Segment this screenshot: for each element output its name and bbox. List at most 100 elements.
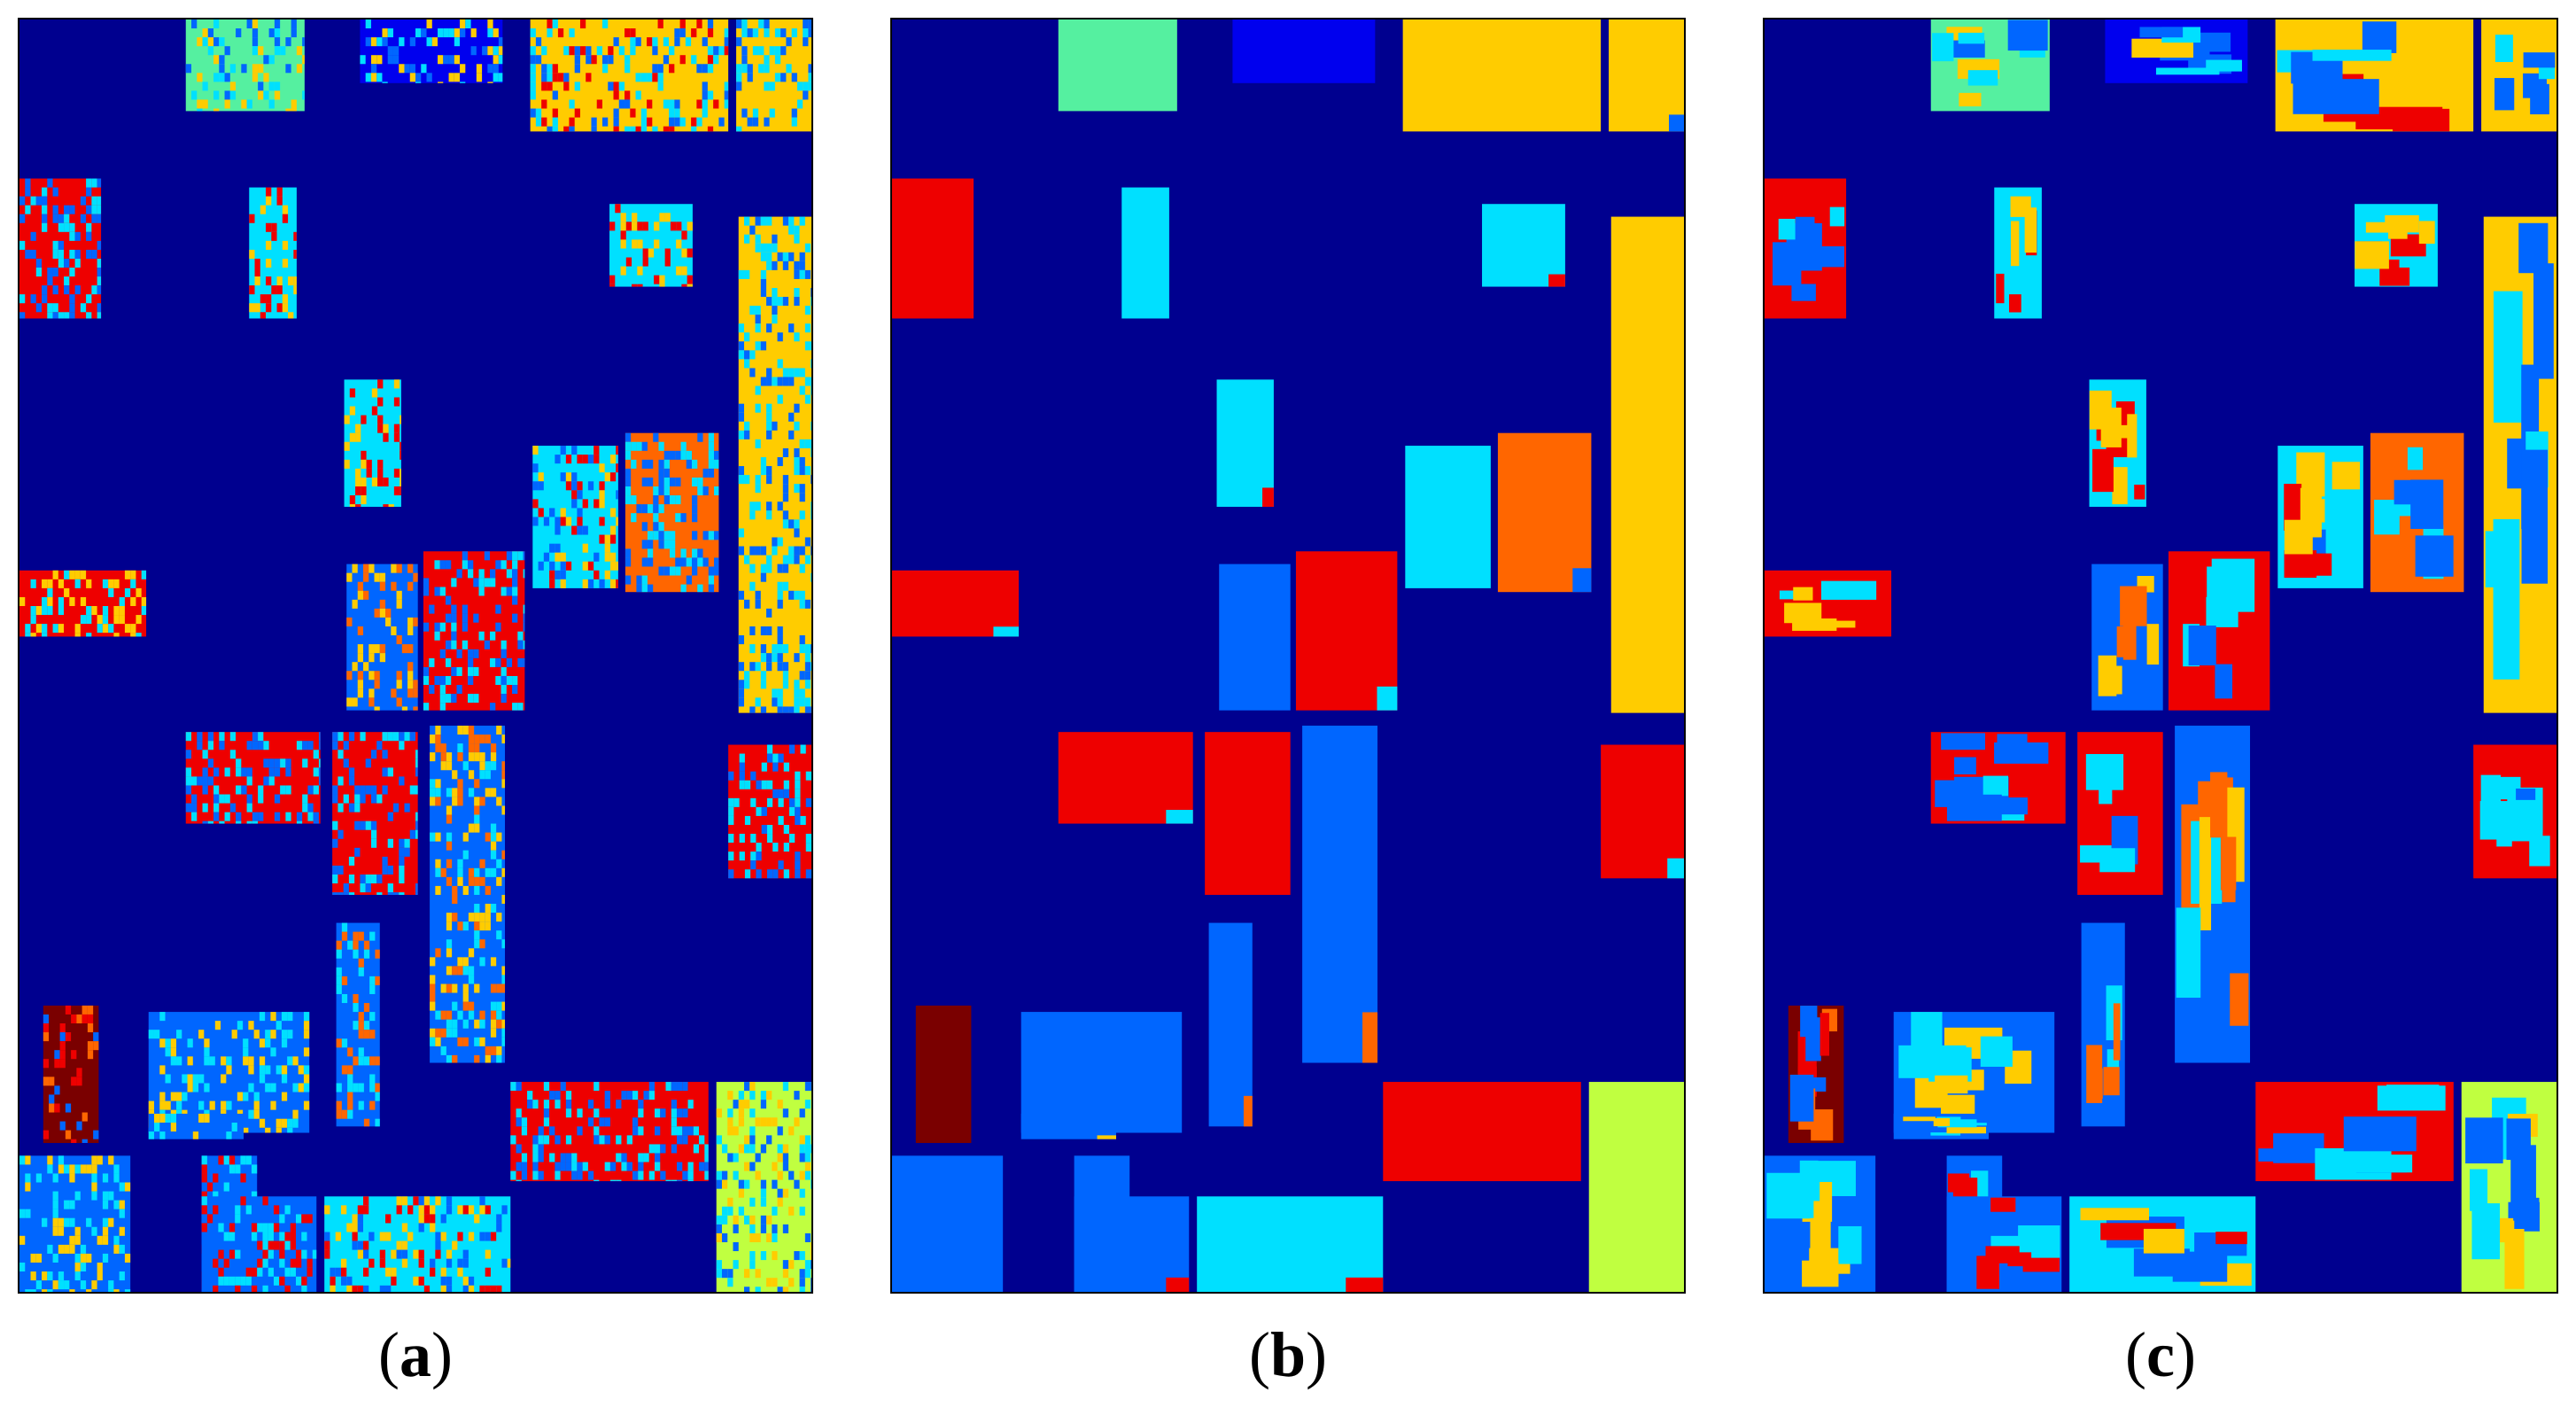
- noise-pixel: [86, 633, 92, 637]
- noise-pixel: [35, 605, 43, 616]
- noise-pixel: [19, 240, 26, 250]
- noise-pixel: [435, 1240, 441, 1250]
- noise-pixel: [357, 1214, 363, 1224]
- noise-pixel: [354, 820, 361, 830]
- noise-pixel: [64, 276, 70, 286]
- noise-pixel: [47, 276, 53, 286]
- noise-pixel: [794, 297, 800, 307]
- noise-pixel: [268, 55, 275, 65]
- class-region: [1402, 19, 1602, 132]
- noise-pixel: [346, 1285, 353, 1292]
- noise-pixel: [675, 557, 681, 567]
- noise-pixel: [462, 984, 469, 993]
- noise-pixel: [80, 196, 87, 206]
- noise-pixel: [766, 430, 772, 439]
- noise-pixel: [599, 517, 605, 526]
- noise-pixel: [187, 1038, 193, 1048]
- noise-pixel: [799, 1108, 805, 1118]
- class-region: [1383, 1082, 1581, 1182]
- noise-pixel: [727, 1278, 733, 1287]
- noise-pixel: [248, 1065, 254, 1075]
- noise-pixel: [654, 1126, 661, 1136]
- noise-pixel: [263, 90, 269, 100]
- noise-pixel: [97, 205, 102, 214]
- noise-pixel: [302, 803, 308, 812]
- noise-pixel: [516, 1117, 522, 1127]
- noise-pixel: [335, 1267, 341, 1277]
- noise-pixel: [625, 575, 632, 585]
- noise-pixel: [257, 1267, 263, 1277]
- caption-c: (c): [2125, 1319, 2196, 1390]
- noise-pixel: [777, 644, 783, 654]
- noise-pixel: [313, 767, 319, 777]
- noise-pixel: [664, 257, 671, 267]
- noise-pixel: [752, 46, 759, 56]
- noise-pixel: [671, 1126, 678, 1136]
- noise-pixel: [330, 1285, 336, 1292]
- noise-pixel: [738, 1179, 745, 1189]
- noise-pixel: [370, 750, 377, 759]
- noise-pixel: [358, 967, 364, 976]
- noise-pixel: [59, 1121, 66, 1131]
- map-b-canvas: [892, 19, 1684, 1292]
- noise-pixel: [358, 1021, 364, 1030]
- noise-pixel: [254, 303, 260, 313]
- noise-pixel: [207, 732, 214, 742]
- noise-pixel: [788, 368, 795, 377]
- noise-pixel: [615, 204, 621, 214]
- noise-pixel: [774, 73, 781, 82]
- noise-pixel: [59, 1059, 66, 1069]
- noise-pixel: [340, 1205, 347, 1215]
- noise-pixel: [438, 55, 444, 65]
- noise-pixel: [658, 504, 664, 514]
- noise-pixel: [185, 803, 191, 812]
- noise-pixel: [691, 117, 697, 127]
- noise-pixel: [274, 28, 281, 38]
- noise-pixel: [587, 481, 594, 491]
- noise-pixel: [399, 874, 405, 884]
- noise-patch: [2122, 624, 2137, 660]
- noise-pixel: [777, 297, 783, 307]
- noise-pixel: [608, 55, 614, 65]
- noise-pixel: [185, 732, 191, 742]
- noise-pixel: [47, 1155, 53, 1165]
- noise-pixel: [396, 697, 402, 707]
- noise-pixel: [468, 649, 474, 658]
- noise-pixel: [296, 1214, 302, 1224]
- noise-pixel: [641, 557, 648, 567]
- noise-pixel: [266, 303, 272, 313]
- noise-pixel: [750, 834, 757, 844]
- noise-pixel: [284, 1205, 291, 1215]
- noise-pixel: [86, 1164, 92, 1174]
- noise-pixel: [772, 546, 778, 556]
- noise-pixel: [382, 856, 388, 866]
- noise-pixel: [799, 493, 805, 502]
- noise-pixel: [236, 812, 242, 821]
- noise-pixel: [223, 1232, 229, 1241]
- noise-pixel: [415, 883, 418, 893]
- noise-pixel: [302, 758, 308, 768]
- noise-pixel: [632, 1091, 639, 1100]
- noise-pixel: [74, 1226, 81, 1236]
- noise-pixel: [468, 966, 475, 976]
- noise-pixel: [462, 1019, 469, 1029]
- noise-pixel: [599, 1135, 605, 1145]
- noise-pixel: [468, 876, 475, 886]
- noise-pixel: [485, 885, 491, 895]
- noise-pixel: [468, 975, 475, 984]
- noise-pixel: [669, 566, 676, 576]
- noise-pixel: [399, 865, 405, 875]
- noise-pixel: [663, 468, 670, 478]
- noise-pixel: [474, 735, 480, 744]
- noise-pixel: [782, 1260, 789, 1270]
- noise-pixel: [738, 412, 745, 422]
- noise-pixel: [682, 1082, 688, 1092]
- noise-pixel: [430, 992, 436, 1002]
- noise-pixel: [296, 1258, 302, 1268]
- noise-pixel: [251, 1267, 258, 1277]
- noise-pixel: [236, 28, 242, 38]
- noise-pixel: [271, 231, 277, 241]
- noise-pixel: [369, 1074, 376, 1084]
- class-region: [1219, 564, 1291, 711]
- noise-pixel: [687, 222, 693, 231]
